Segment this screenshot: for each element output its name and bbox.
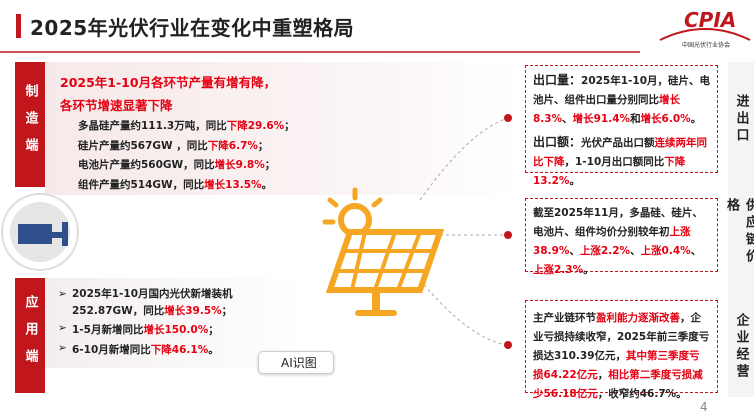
manufacturing-label: 制造端 (15, 62, 45, 187)
page-number: 4 (700, 400, 708, 414)
text-run: 出口额： (533, 135, 582, 149)
text-run: ， (597, 369, 609, 381)
text-run: 下降13.2% (533, 156, 686, 187)
text-run: 、 (690, 245, 702, 257)
text-run: 增长13.5% (204, 178, 262, 191)
text-run: 增长150.0% (143, 324, 209, 336)
box-paragraph: 出口额：光伏产品出口额连续两年同比下降，1-10月出口额同比下降13.2%。 (533, 133, 710, 191)
export-label: 进出口 (733, 93, 749, 145)
box-paragraph: 截至2025年11月，多晶硅、硅片、电池片、组件均价分别较年初上涨38.9%、上… (533, 204, 710, 280)
plug-icon (18, 222, 68, 246)
text-run: ，企业亏损持续收窄，2025年前三季度亏损达310.39亿元， (533, 312, 710, 362)
text-run: 增长39.5% (164, 305, 222, 317)
logo-subtitle: 中国光伏行业协会 (682, 42, 731, 49)
text-run: 其中第三季度亏损64.22亿元 (533, 350, 700, 381)
ai-button-text[interactable]: AI识图 (281, 356, 317, 370)
logo: CPIA (684, 8, 737, 32)
connector-dots (504, 114, 512, 349)
text-run: 增长91.4% (572, 113, 631, 125)
export-box: 出口量：2025年1-10月，硅片、电池片、组件出口量分别同比增长8.3%、增长… (525, 65, 718, 187)
text-run: ； (221, 305, 233, 317)
text-run: 下降46.1% (150, 344, 209, 356)
manufacturing-item: 硅片产量约567GW ，同比下降6.7%； (78, 138, 268, 153)
text-run: 。 (690, 113, 702, 125)
text-run: 2025年1-10月，硅片、电池片、组件出口量分别同比 (533, 75, 711, 106)
text-run: ； (208, 324, 219, 336)
text-run: 多晶硅产量约111.3万吨，同比 (78, 120, 227, 132)
text-run: 光伏产品出口额 (581, 137, 655, 149)
title-accent (16, 14, 21, 38)
box-paragraph: 出口量：2025年1-10月，硅片、电池片、组件出口量分别同比增长8.3%、增长… (533, 71, 710, 129)
text-run: ； (284, 120, 295, 132)
text-run: 上涨0.4% (640, 245, 691, 257)
text-run: 硅片产量约567GW ，同比 (78, 139, 208, 152)
right-label-strip (728, 62, 754, 397)
bullet: ➢ (58, 288, 67, 300)
ai-button[interactable]: AI识图 (258, 351, 334, 374)
text-run: 下降29.6% (226, 120, 285, 132)
text-run: 、 (569, 245, 580, 257)
manufacturing-panel (45, 62, 515, 195)
text-run: 。 (583, 264, 594, 276)
manufacturing-heading: 2025年1-10月各环节产量有增有降， (60, 75, 277, 90)
text-run: ； (257, 139, 269, 152)
manufacturing-item: 多晶硅产量约111.3万吨，同比下降29.6%； (78, 118, 295, 133)
text-run: 6-10月新增同比 (72, 344, 151, 356)
bullet: ➢ (58, 342, 67, 354)
manufacturing-item: 电池片产量约560GW，同比增长9.8%； (78, 157, 275, 172)
text-run: 上涨2.2% (579, 245, 631, 257)
text-run: 电池片产量约560GW，同比 (78, 159, 215, 171)
operation-box: 主产业链环节盈利能力逐渐改善，企业亏损持续收窄，2025年前三季度亏损达310.… (525, 300, 718, 400)
application-item: 6-10月新增同比下降46.1%。 (72, 342, 219, 357)
solar-icon (322, 187, 445, 316)
bullet: ➢ (58, 322, 67, 334)
text-run: 、 (630, 245, 641, 257)
text-run: 增长8.3% (533, 94, 680, 125)
text-run: 相比第二季度亏损减少56.18亿元 (533, 369, 703, 400)
text-run: 1-5月新增同比 (72, 324, 144, 336)
text-run: 。 (569, 175, 580, 187)
logo-arc (659, 28, 751, 41)
text-run: 出口量： (533, 73, 582, 87)
text-run: 上涨38.9% (533, 226, 691, 257)
text-run: ，1-10月出口额同比 (564, 156, 665, 168)
operation-label: 企业经营 (733, 312, 749, 381)
price-label: 供应链价格 (724, 198, 754, 266)
manufacturing-heading: 各环节增速显著下降 (60, 98, 173, 113)
slide-title: 2025年光伏行业在变化中重塑格局 (30, 16, 355, 40)
text-run: ； (264, 159, 276, 171)
text-run: 增长9.8% (214, 159, 265, 171)
text-run: 盈利能力逐渐改善 (596, 312, 680, 324)
text-run: 和 (630, 113, 641, 125)
text-run: 下降6.7% (207, 139, 258, 152)
connectors (419, 117, 509, 346)
text-run: 主产业链环节 (533, 312, 596, 324)
text-run: 上涨2.3% (533, 264, 584, 276)
text-run: 组件产量约514GW，同比 (78, 178, 205, 191)
text-run: 2025年1-10月国内光伏新增装机252.87GW，同比 (72, 288, 233, 317)
price-box: 截至2025年11月，多晶硅、硅片、电池片、组件均价分别较年初上涨38.9%、上… (525, 198, 718, 276)
box-paragraph: 主产业链环节盈利能力逐渐改善，企业亏损持续收窄，2025年前三季度亏损达310.… (533, 309, 710, 404)
text-run: 截至2025年11月，多晶硅、硅片、电池片、组件均价分别较年初 (533, 207, 703, 238)
text-run: 。 (208, 344, 219, 356)
text-run: ，收窄约46.7%。 (597, 388, 687, 400)
application-item: 1-5月新增同比增长150.0%； (72, 322, 219, 337)
text-run: 、 (562, 113, 573, 125)
manufacturing-item: 组件产量约514GW，同比增长13.5%。 (78, 177, 272, 192)
text-run: 。 (261, 178, 273, 191)
text-run: 连续两年同比下降 (533, 137, 708, 168)
application-item: 2025年1-10月国内光伏新增装机252.87GW，同比增长39.5%； (72, 286, 294, 320)
application-label: 应用端 (15, 278, 45, 393)
text-run: 增长6.0% (640, 113, 691, 125)
